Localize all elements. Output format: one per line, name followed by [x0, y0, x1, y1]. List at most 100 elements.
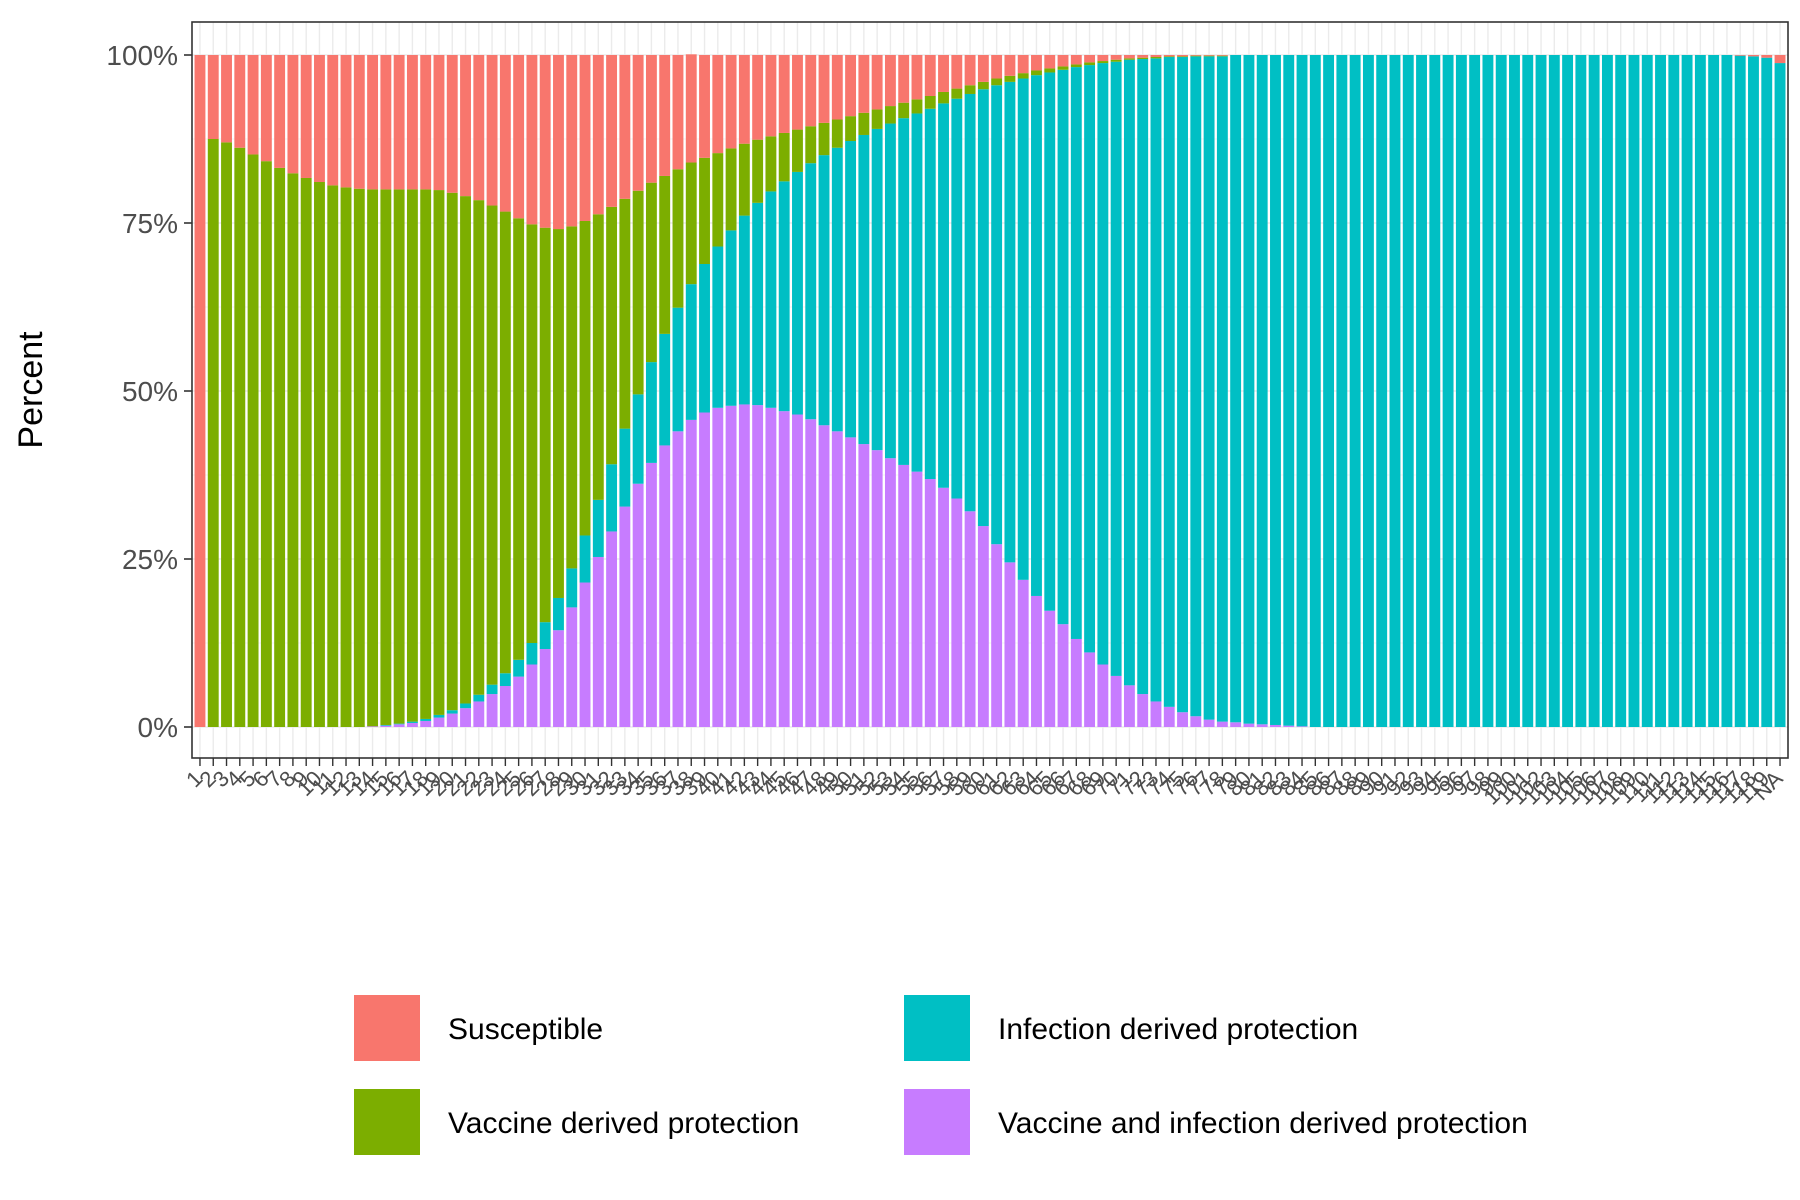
bar-segment — [831, 119, 843, 148]
bar-segment — [1309, 55, 1321, 727]
bar-segment — [287, 173, 299, 728]
y-tick-label: 75% — [122, 208, 178, 239]
bar-segment — [300, 55, 312, 178]
bar-segment — [1070, 638, 1082, 727]
bar-segment — [1097, 664, 1109, 727]
bar-segment — [898, 102, 910, 119]
bar-segment — [247, 154, 259, 727]
bar-segment — [300, 177, 312, 727]
bar-segment — [884, 106, 896, 124]
bar-segment — [964, 55, 976, 86]
bar-segment — [752, 405, 764, 727]
bar-segment — [977, 55, 989, 82]
panel-border — [191, 21, 1789, 759]
bar-segment — [1123, 685, 1135, 727]
bar-segment — [526, 224, 538, 643]
bar-segment — [645, 462, 657, 727]
bar-segment — [274, 55, 286, 168]
bar-segment — [1190, 55, 1202, 56]
bar-segment — [1084, 55, 1096, 63]
bar-segment — [1110, 55, 1122, 60]
bar-segment — [991, 55, 1003, 79]
bar-segment — [1588, 55, 1600, 727]
bar-segment — [1031, 75, 1042, 596]
bar-segment — [1694, 55, 1706, 727]
bar-segment — [1216, 721, 1228, 727]
bar-segment — [884, 458, 896, 727]
bar-segment — [1150, 701, 1162, 727]
bar-segment — [1575, 55, 1587, 727]
bar-segment — [672, 55, 684, 170]
bar-segment — [486, 205, 498, 685]
bar-segment — [539, 649, 551, 727]
bar-segment — [1203, 55, 1215, 56]
legend: Susceptible Infection derived protection V… — [354, 995, 1528, 1155]
bar-segment — [805, 126, 817, 164]
bar-segment — [1163, 706, 1175, 727]
bar-segment — [1150, 58, 1162, 702]
bar-segment — [539, 227, 551, 623]
bar-segment — [738, 143, 750, 216]
bar-segment — [1774, 55, 1786, 64]
legend-key — [904, 995, 970, 1061]
legend-label: Vaccine and infection derived protection — [998, 1107, 1528, 1140]
bar-segment — [831, 431, 843, 727]
bar-segment — [553, 55, 564, 230]
bar-segment — [685, 284, 697, 420]
bar-segment — [513, 676, 525, 727]
legend-label: Susceptible — [448, 1013, 603, 1046]
bar-segment — [858, 55, 870, 113]
bar-segment — [778, 181, 790, 412]
bar-segment — [805, 419, 817, 727]
bar-segment — [778, 411, 790, 727]
bar-segment — [486, 55, 498, 206]
bar-segment — [805, 55, 817, 127]
bar-segment — [1084, 65, 1096, 653]
bar-segment — [1761, 57, 1773, 728]
bar-segment — [1190, 55, 1202, 57]
bar-segment — [672, 431, 684, 727]
bar-segment — [632, 394, 644, 484]
bar-segment — [951, 498, 963, 727]
bar-segment — [1509, 55, 1520, 727]
bar-segment — [433, 714, 445, 718]
bar-segment — [845, 116, 857, 142]
bar-segment — [1628, 55, 1640, 727]
bar-segment — [938, 55, 949, 92]
bar-segment — [951, 98, 963, 499]
bar-segment — [433, 717, 445, 727]
bar-segment — [473, 200, 485, 695]
bar-segment — [712, 407, 724, 727]
bar-segment — [340, 55, 352, 188]
y-tick-label: 50% — [122, 376, 178, 407]
legend-label: Vaccine derived protection — [448, 1107, 799, 1140]
bar-segment — [420, 718, 432, 721]
y-tick-label: 0% — [138, 712, 178, 743]
bar-segment — [898, 118, 910, 465]
bar-segment — [858, 112, 870, 135]
bar-segment — [553, 597, 564, 631]
bar-segment — [1270, 724, 1281, 727]
bar-segment — [592, 214, 604, 500]
bar-segment — [566, 568, 578, 608]
bar-segment — [1044, 72, 1056, 611]
bar-segment — [619, 506, 631, 727]
bar-segment — [420, 55, 432, 190]
bar-segment — [765, 136, 777, 192]
bar-segment — [526, 643, 538, 665]
bar-segment — [499, 211, 511, 674]
bar-segment — [553, 630, 564, 727]
bar-segment — [659, 55, 671, 176]
bar-segment — [818, 425, 830, 727]
bar-segment — [406, 722, 418, 727]
bar-segment — [951, 55, 963, 89]
bar-segment — [1057, 69, 1069, 625]
bar-segment — [1137, 59, 1149, 695]
bar-segment — [924, 55, 936, 96]
bar-segment — [738, 215, 750, 405]
bar-segment — [1177, 712, 1188, 727]
bar-segment — [1761, 55, 1773, 58]
bar-segment — [566, 226, 578, 569]
bar-segment — [1057, 66, 1069, 70]
bar-segment — [446, 192, 458, 711]
